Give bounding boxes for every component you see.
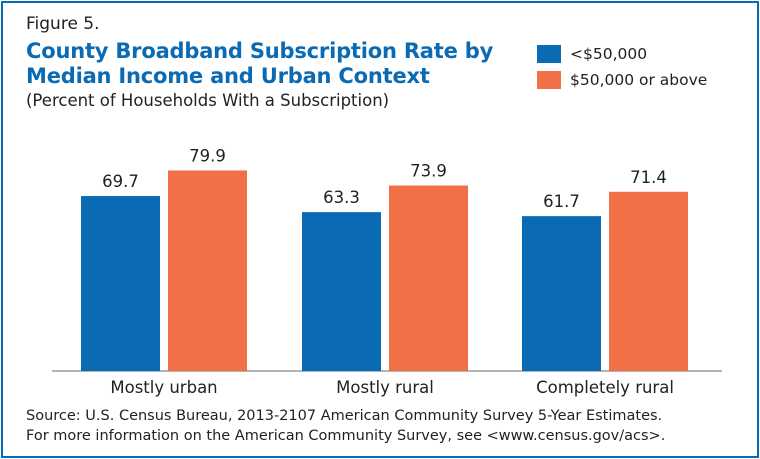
source-line-2: For more information on the American Com… xyxy=(26,428,666,444)
figure-label: Figure 5. xyxy=(26,14,100,34)
legend-item-low-income: <$50,000 xyxy=(537,41,707,67)
chart-title-line-1: County Broadband Subscription Rate by xyxy=(26,39,494,63)
bar-completely-rural-low-income xyxy=(522,216,601,371)
value-label-completely-rural-high-income: 71.4 xyxy=(630,168,667,187)
source-note: Source: U.S. Census Bureau, 2013-2107 Am… xyxy=(26,406,665,446)
source-line-1: Source: U.S. Census Bureau, 2013-2107 Am… xyxy=(26,408,663,424)
value-label-mostly-urban-low-income: 69.7 xyxy=(102,172,139,191)
legend-swatch-high-income xyxy=(537,71,561,89)
legend-swatch-low-income xyxy=(537,45,561,63)
legend: <$50,000 $50,000 or above xyxy=(537,41,707,93)
bar-completely-rural-high-income xyxy=(609,191,688,371)
value-label-mostly-rural-low-income: 63.3 xyxy=(323,188,360,207)
legend-item-high-income: $50,000 or above xyxy=(537,67,707,93)
value-label-mostly-urban-high-income: 79.9 xyxy=(189,146,226,165)
legend-label-high-income: $50,000 or above xyxy=(570,71,708,89)
category-label-mostly-urban: Mostly urban xyxy=(110,378,217,397)
bar-mostly-rural-low-income xyxy=(302,212,381,371)
chart-title-line-2: Median Income and Urban Context xyxy=(26,64,430,88)
bar-mostly-urban-high-income xyxy=(168,170,247,371)
value-label-completely-rural-low-income: 61.7 xyxy=(543,192,580,211)
category-label-completely-rural: Completely rural xyxy=(536,378,674,397)
value-label-mostly-rural-high-income: 73.9 xyxy=(410,162,447,181)
legend-label-low-income: <$50,000 xyxy=(570,45,648,63)
bar-mostly-rural-high-income xyxy=(389,185,468,371)
chart-title: County Broadband Subscription Rate by Me… xyxy=(26,39,493,89)
chart-subtitle: (Percent of Households With a Subscripti… xyxy=(26,91,390,110)
bar-mostly-urban-low-income xyxy=(81,196,160,371)
bars-group xyxy=(81,170,688,371)
labels-group: 69.7 79.9 Mostly urban 63.3 73.9 Mostly rural… xyxy=(102,146,674,397)
category-label-mostly-rural: Mostly rural xyxy=(336,378,434,397)
